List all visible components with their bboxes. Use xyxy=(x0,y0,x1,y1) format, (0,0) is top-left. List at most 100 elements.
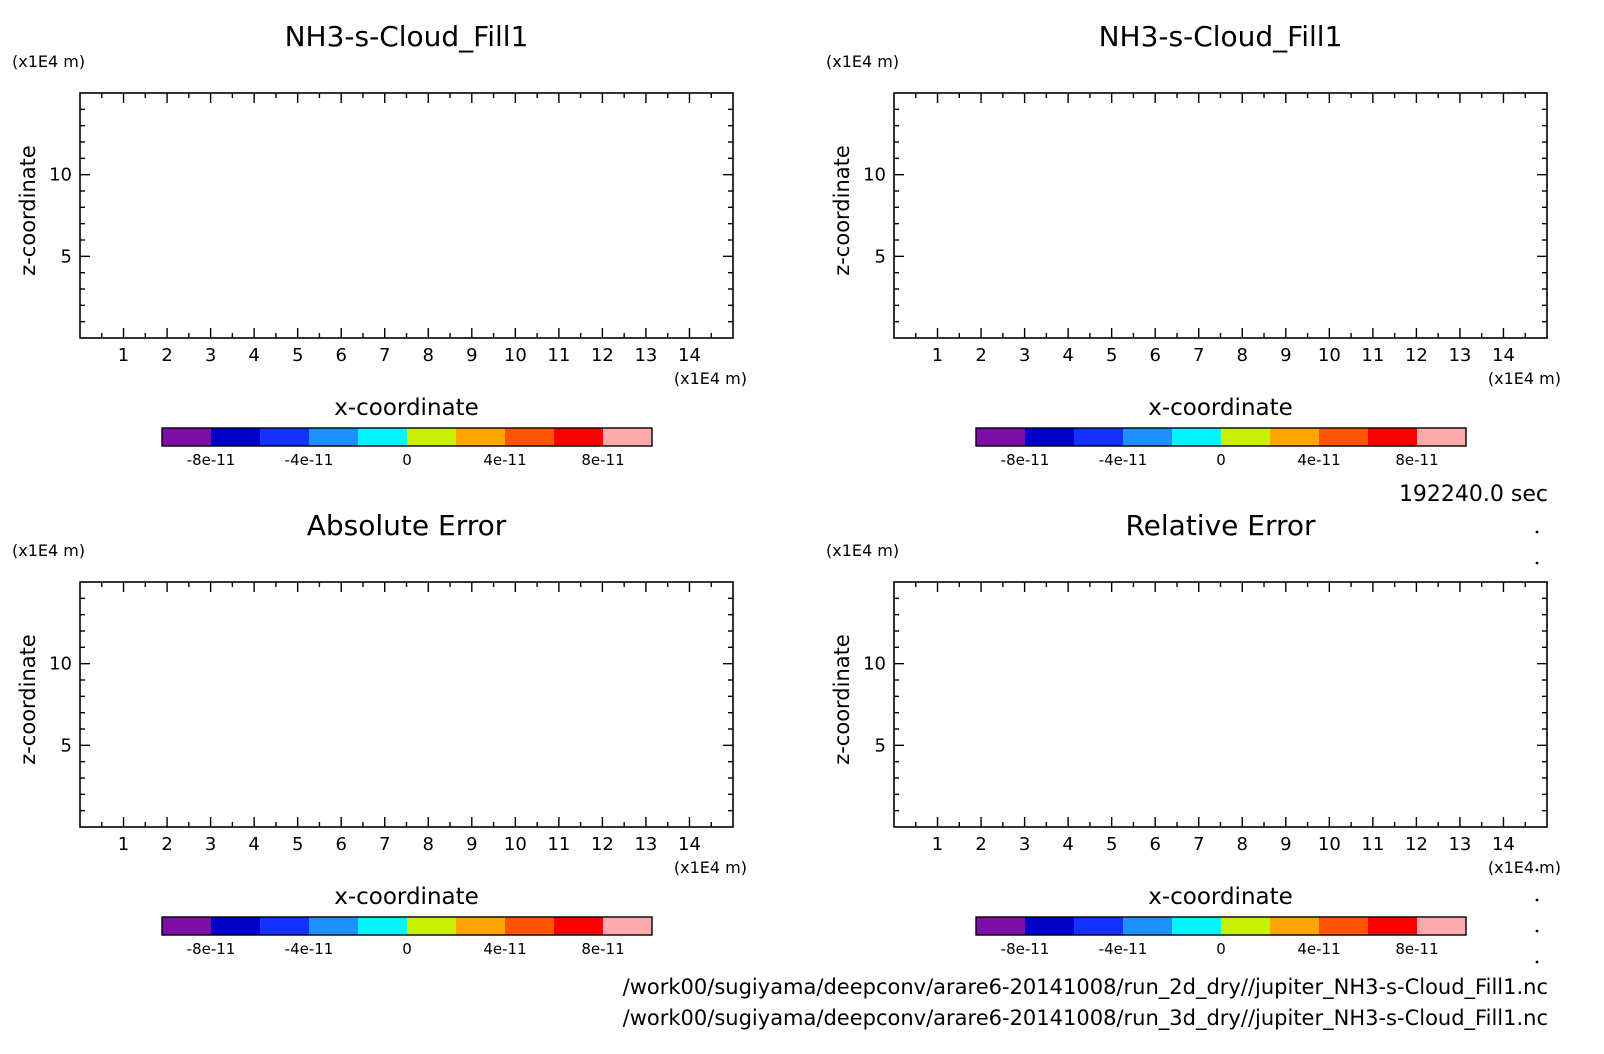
colorbar-tick-label: 0 xyxy=(1216,940,1226,958)
x-axis-label: x-coordinate xyxy=(334,884,479,910)
plot-frame xyxy=(893,581,1548,828)
x-tick-label: 7 xyxy=(379,345,390,366)
x-tick-label: 3 xyxy=(1019,345,1030,366)
y-unit-label: (x1E4 m) xyxy=(826,52,899,71)
colorbar-segment xyxy=(1270,917,1320,935)
colorbar-tick-label: 0 xyxy=(1216,451,1226,469)
x-unit-label: (x1E4 m) xyxy=(674,858,747,877)
colorbar-segment xyxy=(358,917,408,935)
y-tick-label: 10 xyxy=(863,165,886,186)
colorbar-tick-label: 0 xyxy=(402,940,412,958)
y-unit-label: (x1E4 m) xyxy=(12,541,85,560)
panel-4: Relative Error(x1E4 m)1 2 3 4 5 6 7 8 9 10 11 12 13 1… xyxy=(826,509,1561,958)
y-axis-label: z-coordinate xyxy=(16,145,40,276)
colorbar-tick-label: 0 xyxy=(402,451,412,469)
x-tick-label: 14 xyxy=(1492,834,1515,855)
colorbar-segment xyxy=(407,917,457,935)
colorbar-segment xyxy=(505,428,555,446)
x-tick-label: 6 xyxy=(1149,834,1160,855)
colorbar-tick-label: -8e-11 xyxy=(1001,451,1050,469)
colorbar-tick-label: 4e-11 xyxy=(483,451,526,469)
x-tick-label: 5 xyxy=(1106,834,1117,855)
x-tick-label: 11 xyxy=(1361,834,1384,855)
colorbar-tick-label: 4e-11 xyxy=(1297,451,1340,469)
colorbar-segment xyxy=(554,428,604,446)
colorbar-tick-label: 8e-11 xyxy=(1395,940,1438,958)
colorbar-segment xyxy=(260,917,310,935)
x-tick-label: 8 xyxy=(1237,345,1248,366)
x-tick-label: 14 xyxy=(1492,345,1515,366)
x-unit-label: (x1E4 m) xyxy=(1488,858,1561,877)
x-tick-label: 12 xyxy=(591,834,614,855)
x-tick-label: 2 xyxy=(975,834,986,855)
x-tick-label: 8 xyxy=(423,834,434,855)
x-tick-label: 2 xyxy=(161,834,172,855)
colorbar-tick-label: -8e-11 xyxy=(187,451,236,469)
x-tick-label: 5 xyxy=(292,834,303,855)
file-path-2d: /work00/sugiyama/deepconv/arare6-2014100… xyxy=(623,975,1548,1000)
colorbar-segment xyxy=(1319,917,1369,935)
colorbar-segment xyxy=(260,428,310,446)
y-tick-label: 10 xyxy=(49,654,72,675)
x-tick-label: 13 xyxy=(634,345,657,366)
margin-dot xyxy=(1535,960,1539,964)
y-axis-label: z-coordinate xyxy=(16,634,40,765)
x-unit-label: (x1E4 m) xyxy=(674,369,747,388)
x-tick-label: 10 xyxy=(1318,834,1341,855)
colorbar-segment xyxy=(1123,428,1173,446)
x-tick-label: 9 xyxy=(1280,834,1291,855)
x-tick-label: 2 xyxy=(161,345,172,366)
x-tick-label: 8 xyxy=(1237,834,1248,855)
x-unit-label: (x1E4 m) xyxy=(1488,369,1561,388)
colorbar-segment xyxy=(554,917,604,935)
panel-1: NH3-s-Cloud_Fill1(x1E4 m)1 2 3 4 5 6 7 8 9 10 11 12… xyxy=(12,20,747,469)
colorbar-segment xyxy=(1123,917,1173,935)
x-tick-label: 12 xyxy=(1405,345,1428,366)
x-tick-label: 14 xyxy=(678,345,701,366)
file-path-3d: /work00/sugiyama/deepconv/arare6-2014100… xyxy=(623,1006,1548,1031)
colorbar-segment xyxy=(505,917,555,935)
panel-title: Absolute Error xyxy=(307,509,507,542)
margin-dot xyxy=(1535,929,1539,933)
x-tick-label: 4 xyxy=(1062,834,1073,855)
colorbar-segment xyxy=(162,428,212,446)
y-tick-label: 5 xyxy=(875,246,886,267)
colorbar-segment xyxy=(456,428,506,446)
colorbar-segment xyxy=(309,428,359,446)
colorbar-segment xyxy=(603,428,653,446)
y-unit-label: (x1E4 m) xyxy=(12,52,85,71)
plot-frame xyxy=(893,92,1548,339)
colorbar-segment xyxy=(1417,917,1467,935)
y-axis-label: z-coordinate xyxy=(830,145,854,276)
plot-frame xyxy=(79,92,734,339)
colorbar-segment xyxy=(1172,917,1222,935)
colorbar-tick-label: 8e-11 xyxy=(581,940,624,958)
colorbar-segment xyxy=(309,917,359,935)
panel-title: Relative Error xyxy=(1125,509,1316,542)
panel-title: NH3-s-Cloud_Fill1 xyxy=(285,20,529,53)
colorbar-segment xyxy=(211,428,261,446)
x-tick-label: 10 xyxy=(504,345,527,366)
y-unit-label: (x1E4 m) xyxy=(826,541,899,560)
colorbar-segment xyxy=(1221,917,1271,935)
margin-dot xyxy=(1535,530,1539,534)
x-axis-label: x-coordinate xyxy=(1148,884,1293,910)
x-axis-label: x-coordinate xyxy=(1148,395,1293,421)
y-tick-label: 5 xyxy=(875,735,886,756)
x-tick-label: 13 xyxy=(1448,834,1471,855)
time-label: 192240.0 sec xyxy=(1399,482,1548,507)
x-tick-label: 10 xyxy=(504,834,527,855)
colorbar-segment xyxy=(1368,917,1418,935)
colorbar-tick-label: 4e-11 xyxy=(1297,940,1340,958)
y-tick-label: 10 xyxy=(863,654,886,675)
x-tick-label: 11 xyxy=(547,834,570,855)
x-tick-label: 9 xyxy=(466,834,477,855)
x-tick-label: 1 xyxy=(932,345,943,366)
colorbar-frame xyxy=(161,916,653,936)
colorbar-segment xyxy=(976,428,1026,446)
panel-3: Absolute Error(x1E4 m)1 2 3 4 5 6 7 8 9 10 11 12 13 1… xyxy=(12,509,747,958)
x-tick-label: 3 xyxy=(1019,834,1030,855)
colorbar-tick-label: -4e-11 xyxy=(1099,940,1148,958)
colorbar-segment xyxy=(1319,428,1369,446)
panel-2: NH3-s-Cloud_Fill1(x1E4 m)1 2 3 4 5 6 7 8 9 10 11 12… xyxy=(826,20,1561,469)
